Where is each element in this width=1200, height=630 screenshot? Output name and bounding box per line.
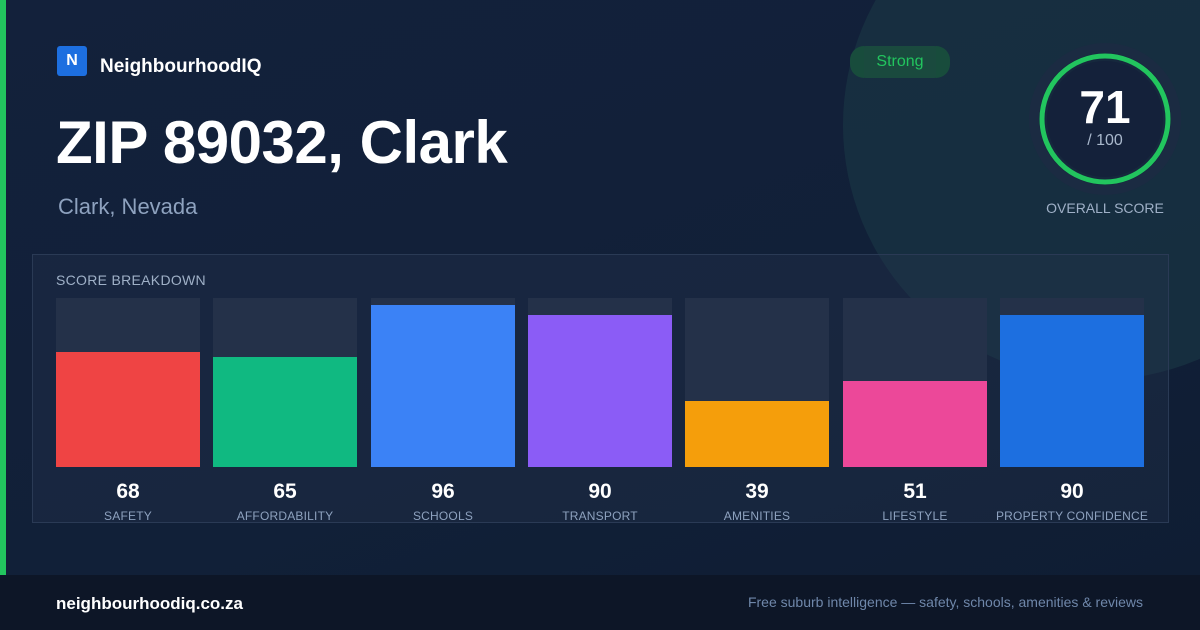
bar-fill	[843, 381, 987, 467]
bar-track	[56, 298, 200, 467]
bar-track	[213, 298, 357, 467]
score-bar-property-confidence: 90 PROPERTY CONFIDENCE	[996, 298, 1148, 523]
accent-bar	[0, 0, 6, 575]
bar-label: AFFORDABILITY	[236, 509, 334, 523]
rating-badge: Strong	[850, 46, 950, 78]
brand-name[interactable]: NeighbourhoodIQ	[100, 56, 262, 77]
score-ring-progress	[1039, 53, 1171, 185]
bar-label: TRANSPORT	[562, 509, 638, 523]
bar-value: 96	[431, 480, 455, 503]
bar-fill	[371, 305, 515, 467]
logo-icon: N	[57, 46, 87, 76]
bar-value: 90	[1060, 480, 1084, 503]
overall-score-max: / 100	[1087, 132, 1123, 149]
location-subtitle: Clark, Nevada	[58, 194, 198, 219]
page-title: ZIP 89032, Clark	[56, 109, 508, 176]
bar-fill	[213, 357, 357, 467]
overall-score-ring	[1029, 43, 1181, 195]
bar-fill	[1000, 315, 1144, 467]
bar-value: 68	[116, 480, 140, 503]
bar-track	[528, 298, 672, 467]
score-ring-track	[1039, 53, 1171, 185]
breakdown-title: SCORE BREAKDOWN	[56, 272, 206, 288]
overall-score-caption: OVERALL SCORE	[1046, 200, 1164, 216]
footer-url[interactable]: neighbourhoodiq.co.za	[56, 594, 243, 613]
bar-track	[843, 298, 987, 467]
bar-fill	[56, 352, 200, 467]
score-bar-affordability: 65 AFFORDABILITY	[213, 298, 357, 523]
score-bar-transport: 90 TRANSPORT	[528, 298, 672, 523]
bar-label: LIFESTYLE	[882, 509, 948, 523]
overall-score-value: 71	[1079, 81, 1131, 133]
score-bar-lifestyle: 51 LIFESTYLE	[843, 298, 987, 523]
score-bar-schools: 96 SCHOOLS	[371, 298, 515, 523]
bar-track	[685, 298, 829, 467]
bar-fill	[685, 401, 829, 467]
bar-track	[371, 298, 515, 467]
bar-value: 90	[588, 480, 612, 503]
score-ring-inner	[1047, 61, 1163, 177]
bar-label: SAFETY	[104, 509, 152, 523]
score-bar-amenities: 39 AMENITIES	[685, 298, 829, 523]
bar-label: PROPERTY CONFIDENCE	[995, 509, 1149, 523]
bar-label: SCHOOLS	[412, 509, 474, 523]
bar-value: 39	[745, 480, 769, 503]
bar-label: AMENITIES	[723, 509, 791, 523]
bar-fill	[528, 315, 672, 467]
score-bar-safety: 68 SAFETY	[56, 298, 200, 523]
bar-value: 65	[273, 480, 297, 503]
bar-value: 51	[903, 480, 927, 503]
footer	[0, 575, 1200, 630]
footer-tagline: Free suburb intelligence — safety, schoo…	[747, 594, 1143, 610]
bar-track	[1000, 298, 1144, 467]
